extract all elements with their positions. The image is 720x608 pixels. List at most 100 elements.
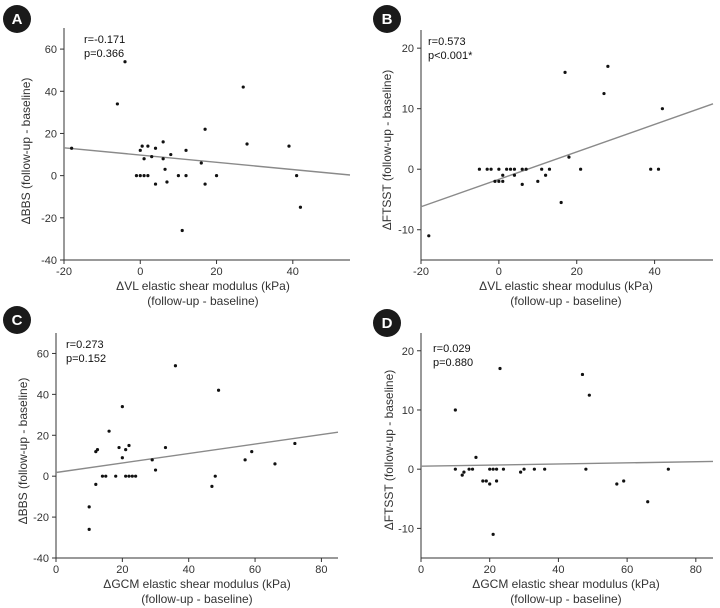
panel-d-p-value: p=0.880 [433,357,473,369]
panel-d-x-tick-label: 20 [484,564,496,576]
panel-d-data-point [467,467,471,471]
panel-a-data-point [203,127,207,131]
panel-b-y-tick-label: -10 [398,225,414,237]
panel-a-data-point [199,161,203,165]
panel-b-x-tick-label: 40 [648,266,660,278]
panel-b-badge-circle [373,5,401,33]
panel-b-data-point [520,182,524,186]
panel-c-y-tick-label: 0 [43,471,49,483]
panel-c-data-point [163,445,168,450]
panel-b-data-point [497,179,501,183]
panel-b-y-tick-label: 20 [402,43,414,55]
panel-a-data-point [150,155,154,159]
panel-c-x-tick-label: 20 [116,564,128,576]
panel-b-data-point [493,179,497,183]
panel-c-data-point [293,441,297,446]
panel-b-y-tick-label: 0 [408,164,414,176]
panel-a-data-point [214,174,219,178]
panel-c-letter: C [12,312,23,329]
panel-a-y-tick-label: -20 [41,213,57,225]
panel-b-data-point [567,155,571,159]
panel-b-data-point [512,173,517,177]
panel-b-data-point [536,179,540,183]
panel-a-data-point [163,167,167,171]
panel-a-data-point [161,140,165,144]
panel-a-data-point [138,174,142,178]
panel-d-x-tick-label: 0 [418,564,424,576]
panel-d-data-point [453,408,457,412]
panel-c-data-point [124,447,128,452]
panel-b-data-point [497,167,501,171]
panel-c-data-point [153,468,158,472]
panel-a-badge: A [3,5,31,33]
panel-b-data-point [501,179,505,183]
panel-a-letter: A [12,11,23,28]
panel-d-data-point [498,366,502,371]
panel-d-data-point [491,532,495,536]
panel-d-x-axis-title: ΔGCM elastic shear modulus (kPa) [472,577,659,591]
panel-c-x-axis-title: ΔGCM elastic shear modulus (kPa) [103,577,290,591]
panel-a-data-point [115,102,119,106]
panel-b-data-point [508,167,513,171]
panel-d-data-point [543,467,547,471]
panel-d-data-point [646,500,650,504]
panel-b-data-point [501,173,505,177]
panel-d-data-point [474,455,478,459]
panel-b-data-point [524,167,528,171]
panel-c-data-point [107,429,111,433]
panel-b-x-axis-subtitle: (follow-up - baseline) [510,294,621,308]
panel-b-data-point [547,167,552,171]
panel-c-data-point [87,527,91,531]
panel-c-data-point [210,484,214,489]
panel-b-x-tick-label: -20 [413,266,429,278]
panel-b-data-point [606,64,610,68]
panel-b-x-tick-label: 20 [571,266,583,278]
panel-a-data-point [176,174,180,178]
panel-a-y-tick-label: 60 [45,44,57,56]
panel-a-data-point [146,144,150,148]
panel-b: B -20 0 20 40 20 10 0 -10 r=0.573 p<0.001* ΔVL … [373,5,714,308]
panel-c-data-point [250,450,254,454]
panel-d-data-point [501,467,506,471]
panel-c-y-tick-label: 40 [37,389,49,401]
panel-c-data-point [127,474,131,478]
panel-d-data-point [532,467,536,471]
panel-d-data-point [470,467,475,471]
panel-d-data-point [488,482,492,486]
panel-a-data-point [184,174,188,178]
panel-c-x-tick-label: 0 [53,564,59,576]
panel-c-y-tick-label: 60 [37,348,49,360]
panel-d-y-tick-label: 0 [408,464,414,476]
panel-d-x-tick-label: 40 [552,564,564,576]
panel-d-data-point [522,467,526,471]
panel-a-y-tick-label: 40 [45,86,57,98]
panel-d-x-tick-label: 80 [690,564,702,576]
panel-b-data-point [540,167,544,171]
panel-a-data-point [140,144,144,148]
panel-a-x-tick-label: 20 [210,266,222,278]
panel-b-data-point [512,167,517,171]
panel-d-data-point [519,470,523,474]
panel-a-data-point [287,144,291,148]
panel-c-x-tick-label: 60 [249,564,261,576]
panel-b-data-point [559,200,563,205]
panel-a-x-axis-subtitle: (follow-up - baseline) [147,294,258,308]
panel-c-data-point [124,474,128,478]
panel-b-data-point [656,167,661,171]
panel-d-data-point [494,467,499,471]
panel-d-data-point [491,467,495,471]
panel-b-r-value: r=0.573 [428,36,466,48]
panel-a-p-value: p=0.366 [84,48,124,60]
panel-a-data-point [203,182,207,186]
panel-a-data-point [138,148,142,152]
panel-b-regression-line [420,103,714,208]
panel-a-data-point [295,174,299,178]
panel-c-data-point [114,474,118,478]
panel-d-r-value: r=0.029 [433,343,471,355]
panel-b-data-point [660,107,664,111]
panel-d-y-axis-title: ΔFTSST (follow-up - baseline) [382,370,396,531]
panel-c-y-tick-label: 20 [37,430,49,442]
panel-c-data-point [94,482,98,486]
panel-d-regression-line [420,460,714,467]
panel-a-data-point [165,180,169,184]
